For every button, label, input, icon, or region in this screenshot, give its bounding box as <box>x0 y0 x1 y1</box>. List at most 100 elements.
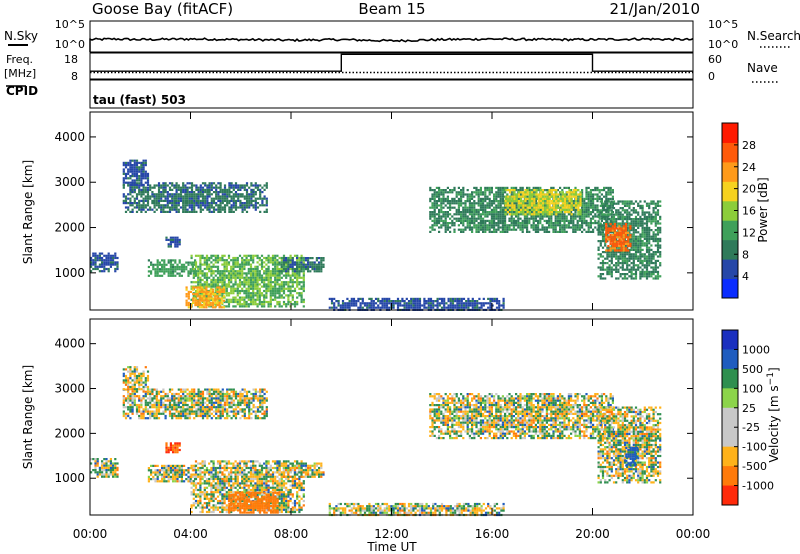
data-cell <box>209 295 212 298</box>
data-cell <box>293 263 296 266</box>
data-cell <box>98 256 101 260</box>
data-cell <box>585 219 588 222</box>
data-cell <box>259 195 262 198</box>
data-cell <box>214 259 217 262</box>
data-cell <box>570 197 573 200</box>
data-cell <box>267 267 270 271</box>
data-cell <box>223 206 227 209</box>
data-cell <box>626 220 629 223</box>
data-cell <box>504 230 507 233</box>
data-cell <box>561 191 564 194</box>
data-cell <box>318 270 321 273</box>
data-cell <box>519 189 522 192</box>
data-cell <box>628 268 631 271</box>
data-cell <box>637 204 640 207</box>
data-cell <box>623 262 627 265</box>
data-cell <box>528 204 531 207</box>
data-cell <box>164 182 167 185</box>
data-cell <box>160 186 163 189</box>
data-cell <box>131 202 134 205</box>
data-cell <box>455 208 458 211</box>
data-cell <box>477 217 480 220</box>
data-cell <box>131 181 134 184</box>
data-cell <box>620 249 623 252</box>
data-cell <box>621 218 624 221</box>
data-cell <box>648 235 651 238</box>
data-cell <box>482 193 485 196</box>
data-cell <box>659 255 662 258</box>
data-cell <box>243 300 246 304</box>
data-cell <box>151 195 154 198</box>
data-cell <box>608 204 611 207</box>
data-cell <box>256 305 259 308</box>
data-cell <box>350 302 353 305</box>
data-cell <box>493 200 496 203</box>
data-cell <box>479 193 482 196</box>
data-cell <box>533 213 536 216</box>
data-cell <box>609 189 612 192</box>
data-cell <box>656 248 660 251</box>
data-cell <box>249 292 253 295</box>
data-cell <box>377 300 380 303</box>
data-cell <box>296 292 299 295</box>
freq-panel-frame <box>89 52 694 80</box>
data-cell <box>479 206 482 209</box>
data-cell <box>247 272 250 275</box>
data-cell <box>563 213 566 216</box>
data-cell <box>245 294 248 297</box>
data-cell <box>626 229 629 232</box>
data-cell <box>456 297 459 300</box>
data-cell <box>193 195 196 198</box>
data-cell <box>457 206 460 209</box>
data-cell <box>438 217 441 220</box>
data-cell <box>223 259 226 262</box>
data-cell <box>212 210 216 213</box>
data-cell <box>468 224 471 227</box>
data-cell <box>274 305 277 308</box>
data-cell <box>431 211 434 214</box>
data-cell <box>328 306 331 309</box>
data-cell <box>210 283 213 286</box>
data-cell <box>606 213 609 216</box>
data-cell <box>212 265 215 268</box>
data-cell <box>151 202 154 205</box>
data-cell <box>603 186 606 189</box>
freq-right-tick-bottom: 0 <box>708 70 715 83</box>
data-cell <box>594 215 597 218</box>
data-cell <box>499 189 502 192</box>
data-cell <box>313 270 316 273</box>
data-cell <box>207 295 210 298</box>
data-cell <box>298 276 301 279</box>
data-cell <box>497 219 500 222</box>
data-cell <box>394 300 397 303</box>
data-cell <box>271 294 275 297</box>
data-cell <box>142 161 145 164</box>
data-cell <box>250 188 253 191</box>
data-cell <box>282 261 285 264</box>
data-cell <box>457 193 460 196</box>
data-cell <box>122 195 125 198</box>
data-cell <box>311 268 314 271</box>
data-cell <box>187 272 190 275</box>
data-cell <box>622 249 625 252</box>
data-cell <box>359 302 362 305</box>
data-cell <box>471 226 474 229</box>
data-cell <box>355 302 358 305</box>
data-region <box>504 189 582 216</box>
data-cell <box>506 224 509 227</box>
data-cell <box>510 191 513 194</box>
data-cell <box>256 287 259 290</box>
data-cell <box>162 204 165 207</box>
data-cell <box>174 243 177 246</box>
data-cell <box>212 278 215 282</box>
data-cell <box>236 265 239 268</box>
data-cell <box>208 191 211 194</box>
data-cell <box>359 306 362 309</box>
data-cell <box>370 297 373 300</box>
data-cell <box>610 222 613 225</box>
data-cell <box>205 286 208 289</box>
data-cell <box>628 218 631 221</box>
data-cell <box>553 197 556 200</box>
data-cell <box>621 262 624 265</box>
data-cell <box>124 177 128 180</box>
